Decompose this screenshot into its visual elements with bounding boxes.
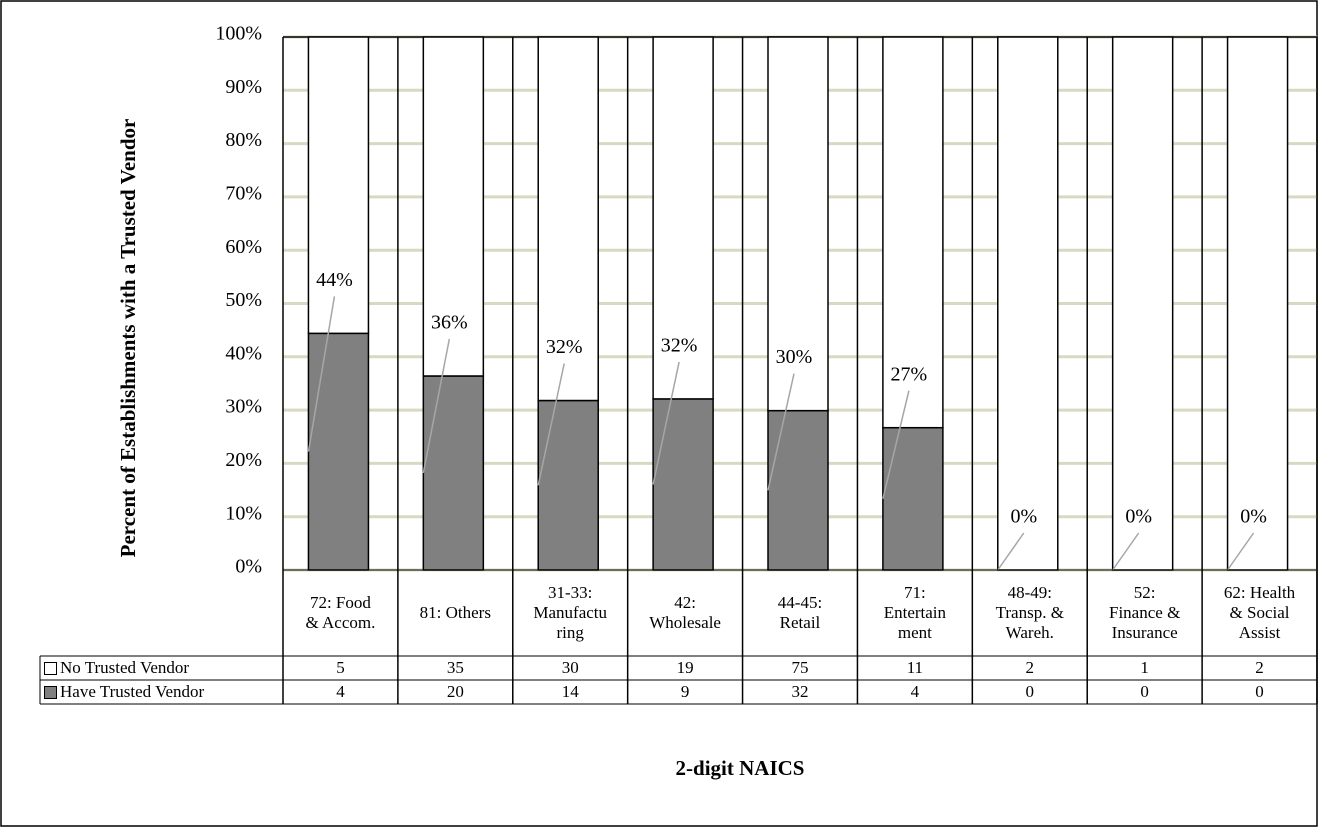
legend-entry: No Trusted Vendor — [40, 656, 283, 680]
table-value: 4 — [910, 682, 920, 701]
table-value: 5 — [336, 658, 345, 677]
bar-segment — [882, 426, 944, 571]
legend-key — [44, 685, 57, 699]
category-label: 52: Finance & Insurance — [1109, 583, 1181, 642]
table-value: 9 — [680, 682, 690, 701]
y-tick-label: 10% — [225, 502, 262, 524]
leader-line — [422, 338, 451, 474]
leader-line — [307, 296, 336, 452]
category-label: 81: Others — [419, 603, 491, 622]
table-value: 2 — [1255, 658, 1264, 677]
y-tick-label: 90% — [225, 76, 262, 98]
leader-line — [767, 373, 795, 491]
y-axis-title: Percent of Establishments with a Trusted… — [116, 119, 140, 558]
table-value: 0 — [1025, 682, 1035, 701]
bar-segment — [422, 36, 485, 377]
bar-segment — [767, 36, 829, 412]
x-axis-title: 2-digit NAICS — [676, 756, 805, 780]
bar-segment — [997, 36, 1059, 571]
category-label: 71: Entertain ment — [883, 583, 947, 642]
bar-segment — [767, 409, 829, 571]
category-label: 72: Food & Accom. — [305, 593, 376, 632]
category-label: 44-45: Retail — [777, 593, 823, 632]
bar-segment — [1111, 36, 1174, 571]
data-label: 36% — [431, 312, 468, 334]
data-label: 0% — [1125, 506, 1152, 528]
table-value: 75 — [791, 658, 809, 677]
data-label: 44% — [316, 269, 353, 291]
table-value: 19 — [676, 658, 694, 677]
data-label: 0% — [1240, 506, 1267, 528]
bar-segment — [537, 36, 599, 402]
leader-line — [997, 532, 1025, 571]
legend-label: No Trusted Vendor — [60, 658, 190, 677]
table-value: 11 — [906, 658, 924, 677]
legend-label: Have Trusted Vendor — [60, 682, 205, 701]
bar-segment — [1226, 36, 1289, 571]
table-value: 2 — [1025, 658, 1035, 677]
bar-segment — [307, 36, 370, 335]
data-label: 27% — [891, 363, 928, 385]
y-tick-label: 50% — [225, 289, 262, 311]
bar-segment — [652, 398, 714, 571]
bar-segment — [537, 399, 599, 571]
category-label: 31-33: Manufactu ring — [533, 583, 608, 642]
bar-segment — [882, 36, 944, 429]
legend-key — [44, 661, 57, 675]
y-tick-label: 60% — [225, 236, 262, 258]
y-tick-label: 20% — [225, 449, 262, 471]
table-value: 0 — [1140, 682, 1149, 701]
data-label: 30% — [776, 346, 813, 368]
bar-segment — [307, 332, 370, 571]
y-tick-label: 80% — [225, 129, 262, 151]
y-tick-label: 100% — [215, 23, 262, 45]
y-tick-label: 0% — [235, 556, 262, 578]
category-label: 48-49: Transp. & Wareh. — [995, 583, 1064, 642]
table-value: 20 — [446, 682, 464, 701]
y-tick-label: 70% — [225, 182, 262, 204]
data-label: 32% — [661, 335, 698, 357]
y-tick-label: 40% — [225, 342, 262, 364]
data-label: 32% — [546, 336, 583, 358]
leader-line — [652, 361, 680, 485]
y-tick-label: 30% — [225, 396, 262, 418]
leader-line — [882, 390, 910, 500]
category-label: 62: Health & Social Assist — [1223, 583, 1296, 642]
bar-segment — [422, 375, 485, 571]
table-value: 4 — [336, 682, 345, 701]
category-label: 42: Wholesale — [649, 593, 721, 632]
legend-entry: Have Trusted Vendor — [40, 680, 283, 704]
table-value: 32 — [791, 682, 809, 701]
table-value: 0 — [1255, 682, 1264, 701]
leader-line — [537, 363, 565, 486]
table-value: 35 — [446, 658, 464, 677]
table-value: 30 — [561, 658, 579, 677]
leader-line — [1226, 532, 1255, 571]
table-value: 1 — [1140, 658, 1149, 677]
data-label: 0% — [1010, 506, 1037, 528]
leader-line — [1112, 532, 1140, 571]
bar-segment — [652, 36, 714, 400]
table-value: 14 — [561, 682, 579, 701]
